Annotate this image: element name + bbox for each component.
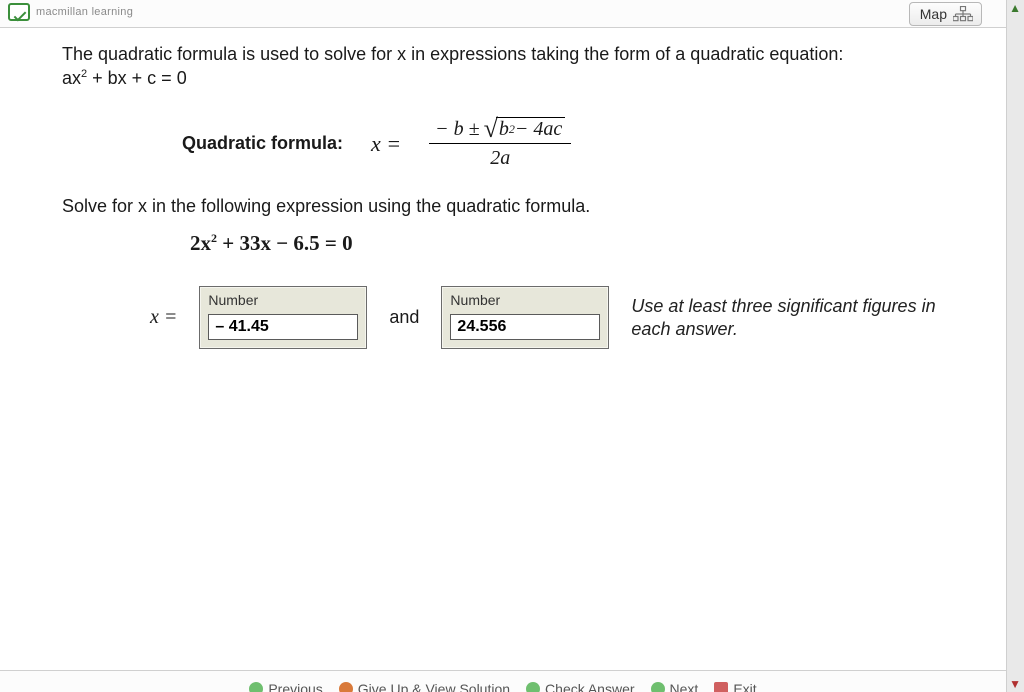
- sitemap-icon: [953, 6, 973, 22]
- brand-name: macmillan learning: [36, 6, 133, 18]
- question-intro: The quadratic formula is used to solve f…: [62, 42, 986, 66]
- exit-button[interactable]: Exit: [714, 681, 756, 692]
- quadratic-formula-label: Quadratic formula:: [182, 133, 343, 154]
- vertical-scrollbar[interactable]: ▲ ▼: [1006, 0, 1024, 692]
- answer-box-1-header: Number: [200, 287, 366, 314]
- exit-label: Exit: [733, 681, 756, 692]
- brand: macmillan learning: [8, 3, 133, 21]
- scroll-down-icon[interactable]: ▼: [1009, 677, 1021, 691]
- question-content: The quadratic formula is used to solve f…: [0, 28, 1006, 670]
- formula-radicand: b2 − 4ac: [496, 117, 565, 141]
- app-window: macmillan learning Map The quadratic for…: [0, 0, 1024, 692]
- formula-numerator-prefix: − b ±: [435, 118, 479, 141]
- check-answer-button[interactable]: Check Answer: [526, 681, 634, 692]
- check-label: Check Answer: [545, 681, 634, 692]
- top-bar: macmillan learning Map: [0, 0, 1006, 28]
- answer-box-2-header: Number: [442, 287, 608, 314]
- question-prompt: Solve for x in the following expression …: [62, 196, 986, 217]
- map-button-label: Map: [920, 6, 947, 22]
- next-label: Next: [670, 681, 699, 692]
- scroll-up-icon[interactable]: ▲: [1009, 1, 1021, 15]
- answer-x-equals: x =: [150, 306, 177, 329]
- square-root-icon: √ b2 − 4ac: [484, 117, 566, 141]
- answer-row: x = Number and Number Use at least three…: [150, 286, 986, 349]
- exit-icon: [714, 682, 728, 692]
- previous-icon: [249, 682, 263, 692]
- next-button[interactable]: Next: [651, 681, 699, 692]
- x-equals-label: x =: [371, 131, 401, 157]
- formula-denominator: 2a: [490, 144, 510, 170]
- sig-figs-hint: Use at least three significant figures i…: [631, 295, 951, 340]
- answer-box-1: Number: [199, 286, 367, 349]
- answer-input-1[interactable]: [208, 314, 358, 340]
- previous-button[interactable]: Previous: [249, 681, 322, 692]
- map-button[interactable]: Map: [909, 2, 982, 26]
- giveup-icon: [339, 682, 353, 692]
- giveup-button[interactable]: Give Up & View Solution: [339, 681, 510, 692]
- giveup-label: Give Up & View Solution: [358, 681, 510, 692]
- quadratic-formula-fraction: − b ± √ b2 − 4ac 2a: [429, 117, 571, 170]
- and-label: and: [389, 307, 419, 328]
- previous-label: Previous: [268, 681, 322, 692]
- quadratic-formula-row: Quadratic formula: x = − b ± √ b2 − 4ac …: [182, 117, 986, 170]
- brand-logo-icon: [8, 3, 30, 21]
- answer-input-2[interactable]: [450, 314, 600, 340]
- given-equation: 2x2 + 33x − 6.5 = 0: [190, 231, 986, 256]
- next-icon: [651, 682, 665, 692]
- standard-form-equation: ax2 + bx + c = 0: [62, 68, 986, 89]
- footer-bar: Previous Give Up & View Solution Check A…: [0, 670, 1006, 692]
- check-icon: [526, 682, 540, 692]
- answer-box-2: Number: [441, 286, 609, 349]
